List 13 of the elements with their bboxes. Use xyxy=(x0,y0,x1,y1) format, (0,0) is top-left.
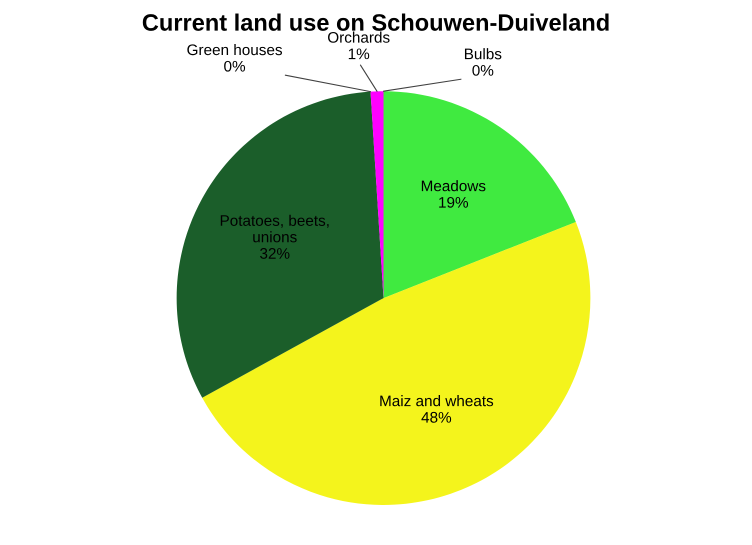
chart-title: Current land use on Schouwen-Duiveland xyxy=(142,14,609,31)
category-label: Green houses xyxy=(187,44,282,56)
slice-label: Orchards xyxy=(328,32,390,43)
category-label: Bulbs xyxy=(464,48,502,60)
text: 0% xyxy=(472,64,494,76)
slice-label: Potatoes, beets, unions xyxy=(220,214,329,242)
data-label: 1% xyxy=(348,48,370,60)
text: 0% xyxy=(224,60,246,72)
data-label: 32% xyxy=(260,248,290,259)
slice-label: Maiz and wheats xyxy=(380,395,494,406)
data-label: 48% xyxy=(421,412,452,423)
data-label: 19% xyxy=(439,196,468,208)
slice-label: Meadows xyxy=(422,180,486,192)
